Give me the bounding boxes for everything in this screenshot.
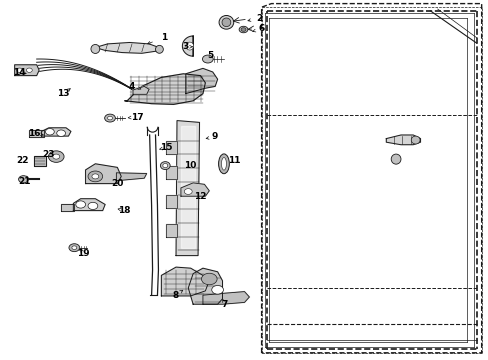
Ellipse shape — [390, 154, 400, 164]
Text: 3: 3 — [183, 42, 188, 51]
Polygon shape — [203, 292, 249, 304]
Text: 6: 6 — [258, 24, 264, 33]
Ellipse shape — [221, 158, 226, 170]
Circle shape — [57, 130, 65, 136]
Polygon shape — [29, 130, 44, 137]
Ellipse shape — [202, 55, 213, 63]
Text: 7: 7 — [221, 300, 228, 309]
Text: 11: 11 — [228, 156, 241, 165]
Text: 15: 15 — [160, 143, 172, 152]
Circle shape — [201, 273, 217, 285]
Polygon shape — [166, 166, 177, 179]
Ellipse shape — [69, 244, 80, 252]
Text: 22: 22 — [16, 156, 28, 165]
Ellipse shape — [104, 114, 115, 122]
Text: 5: 5 — [207, 51, 213, 60]
Circle shape — [17, 68, 22, 72]
Circle shape — [88, 171, 102, 182]
Text: 4: 4 — [128, 82, 135, 91]
Polygon shape — [176, 121, 199, 256]
Circle shape — [53, 154, 60, 159]
Text: 19: 19 — [77, 249, 89, 258]
Circle shape — [184, 189, 192, 194]
Ellipse shape — [107, 116, 112, 120]
Ellipse shape — [239, 26, 247, 33]
Ellipse shape — [163, 163, 167, 168]
Circle shape — [88, 202, 98, 210]
Ellipse shape — [155, 45, 163, 53]
Polygon shape — [73, 199, 105, 211]
Polygon shape — [15, 65, 39, 76]
Polygon shape — [61, 204, 74, 211]
Text: 1: 1 — [161, 33, 166, 42]
Ellipse shape — [241, 28, 245, 31]
Text: 2: 2 — [256, 14, 262, 23]
Circle shape — [45, 129, 54, 135]
Polygon shape — [182, 36, 193, 56]
Text: 23: 23 — [42, 150, 55, 159]
Polygon shape — [185, 68, 217, 94]
Circle shape — [48, 151, 64, 162]
Polygon shape — [181, 126, 194, 248]
Ellipse shape — [219, 15, 233, 29]
Ellipse shape — [72, 246, 77, 249]
Polygon shape — [386, 135, 420, 145]
Ellipse shape — [218, 154, 229, 174]
Text: 21: 21 — [18, 177, 31, 186]
Circle shape — [92, 174, 99, 179]
Text: 8: 8 — [173, 291, 179, 300]
Polygon shape — [161, 267, 207, 296]
Polygon shape — [116, 173, 146, 181]
Polygon shape — [133, 86, 149, 94]
Polygon shape — [124, 74, 205, 104]
Polygon shape — [85, 164, 121, 184]
Text: 10: 10 — [184, 161, 197, 170]
Circle shape — [19, 176, 28, 183]
Circle shape — [26, 68, 32, 72]
Text: 12: 12 — [194, 192, 206, 201]
Polygon shape — [41, 128, 71, 136]
Polygon shape — [181, 183, 209, 196]
Polygon shape — [166, 195, 177, 208]
Polygon shape — [166, 141, 177, 154]
Text: 17: 17 — [130, 112, 143, 122]
Polygon shape — [95, 42, 159, 53]
Circle shape — [76, 201, 85, 208]
Ellipse shape — [185, 42, 193, 50]
Circle shape — [211, 285, 223, 294]
Ellipse shape — [91, 45, 100, 54]
Text: 13: 13 — [57, 89, 70, 98]
Ellipse shape — [410, 136, 419, 144]
Polygon shape — [34, 156, 46, 166]
Polygon shape — [188, 268, 222, 304]
Text: 14: 14 — [13, 68, 26, 77]
Text: 18: 18 — [118, 206, 131, 215]
Ellipse shape — [160, 162, 170, 170]
Polygon shape — [166, 224, 177, 237]
Ellipse shape — [222, 18, 230, 27]
Text: 9: 9 — [211, 132, 218, 141]
Text: 16: 16 — [28, 129, 41, 138]
Text: 20: 20 — [111, 179, 123, 188]
